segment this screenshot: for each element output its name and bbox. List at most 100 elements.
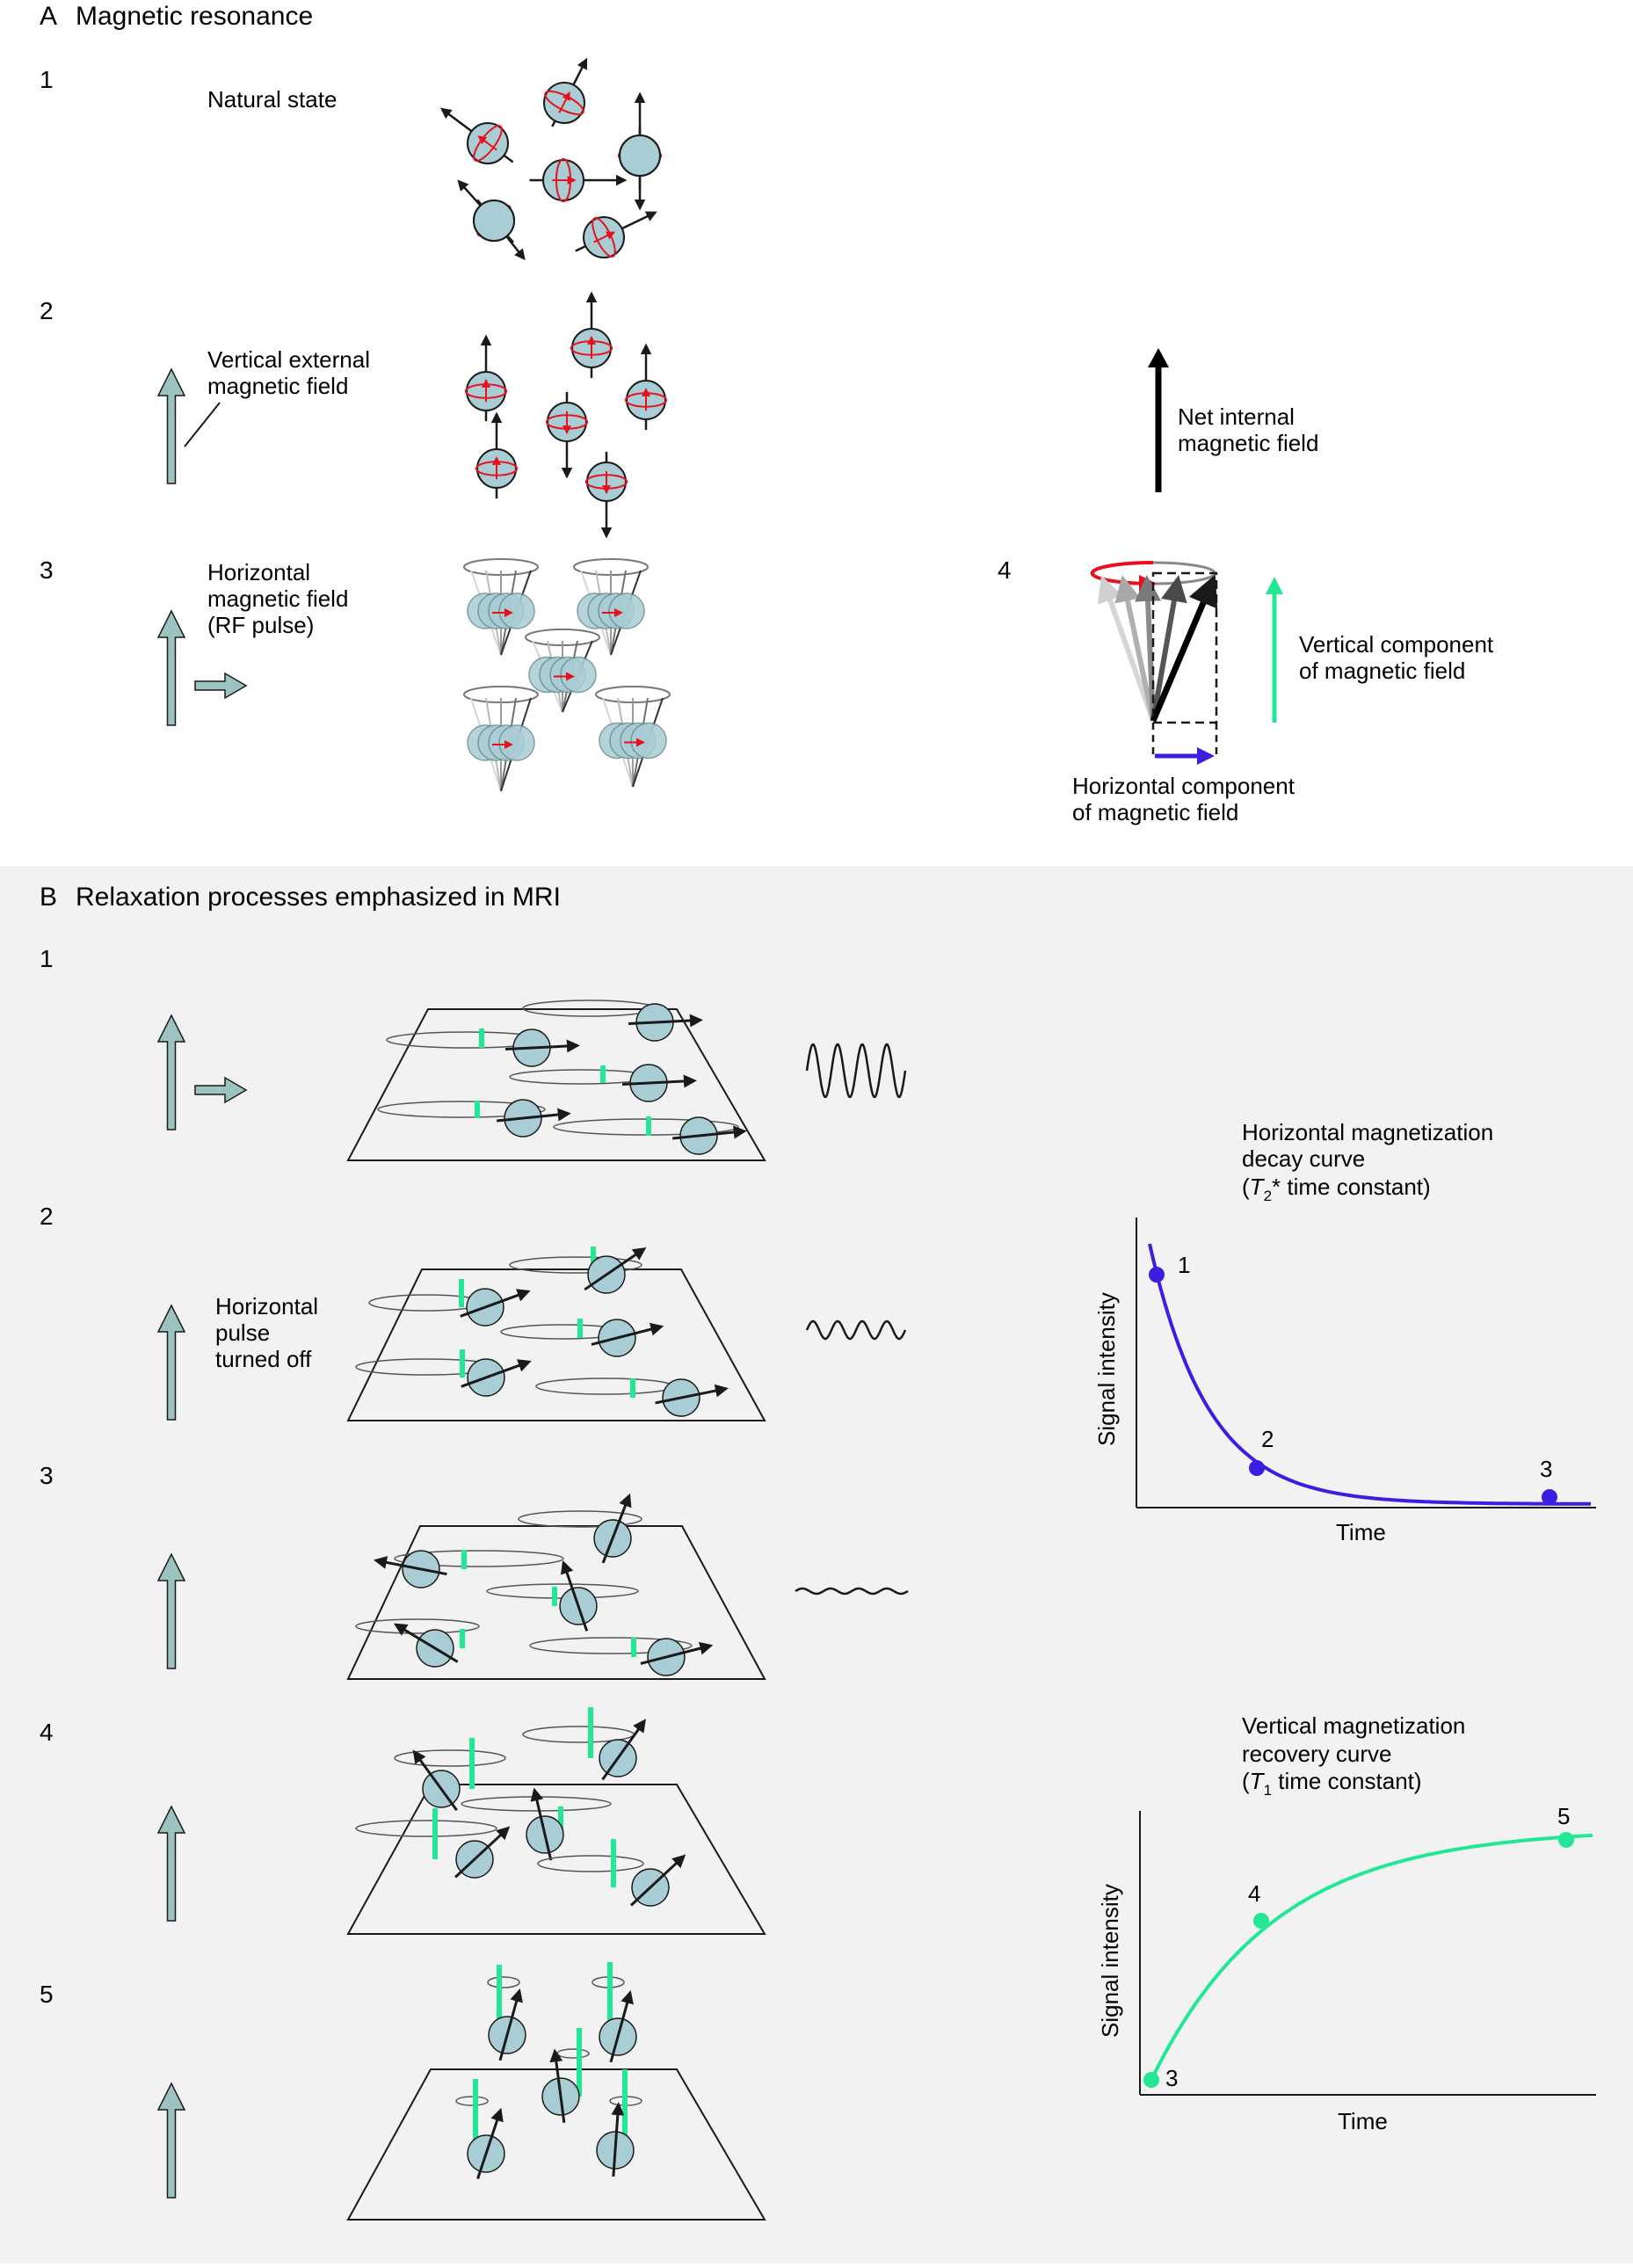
panel-a: A Magnetic resonance 1 Natural state 2 V… [40, 2, 1494, 825]
recovery-point-4 [1253, 1913, 1269, 1929]
vertical-component-label-line1: Vertical component [1299, 631, 1494, 658]
spin-axis-arrow [442, 109, 472, 131]
panel-b-background [0, 866, 1633, 2264]
b-step2-caption-line2: pulse [215, 1319, 270, 1346]
b-step1-number: 1 [40, 945, 54, 972]
spin [626, 345, 666, 430]
net-field-label-line1: Net internal [1178, 403, 1295, 430]
recovery-point-3-label: 3 [1165, 2065, 1178, 2091]
vertical-component-bar [475, 1101, 480, 1118]
field-arrow-shape [158, 369, 185, 483]
vertical-component-bar [631, 1638, 636, 1657]
spin-circle [474, 200, 514, 241]
recovery-point-3 [1143, 2072, 1159, 2088]
spin [586, 452, 627, 536]
precessing-spin-cone [526, 629, 599, 712]
recovery-point-4-label: 4 [1248, 1880, 1260, 1907]
panel-a-title: Magnetic resonance [76, 2, 313, 31]
spin [476, 414, 517, 498]
cone-spin-ghost [499, 725, 534, 760]
a-step4-number: 4 [998, 556, 1012, 584]
recovery-chart-xlabel: Time [1338, 2108, 1388, 2134]
vertical-component-bar [646, 1116, 651, 1136]
b-step2-caption-line3: turned off [215, 1346, 312, 1372]
vertical-component-bar [552, 1587, 557, 1606]
a-step3-caption-line2: magnetic field [207, 585, 348, 612]
a-step3-caption-line1: Horizontal [207, 559, 310, 585]
net-field-label-line2: magnetic field [1178, 430, 1318, 456]
a-step2-caption-line1: Vertical external [207, 346, 370, 373]
panel-b-letter: B [40, 883, 57, 912]
rf-pulse-arrow [195, 673, 246, 698]
decay-point-3-label: 3 [1540, 1456, 1552, 1482]
a-step3-caption-line3: (RF pulse) [207, 612, 314, 638]
vertical-component-bar [459, 1279, 464, 1307]
a-step2-caption-line2: magnetic field [207, 373, 348, 399]
spin-circle [620, 135, 660, 176]
vertical-component-bar [469, 1738, 475, 1789]
recovery-chart-title-line1: Vertical magnetization [1242, 1712, 1465, 1739]
net-field-arrow-head [1148, 348, 1169, 367]
panel-b-title: Relaxation processes emphasized in MRI [76, 883, 561, 912]
precessing-spin-cone [464, 559, 538, 655]
spin [542, 60, 586, 127]
decay-point-2-label: 2 [1261, 1426, 1274, 1452]
precession-cone-diagram [1092, 563, 1274, 758]
spin-axis-arrow [573, 60, 586, 85]
vertical-component-bar [611, 1839, 616, 1887]
a-step1-caption: Natural state [207, 86, 337, 113]
spin-tail [552, 120, 555, 126]
vertical-component-bar [460, 1629, 465, 1648]
spin [571, 294, 612, 378]
decay-point-1 [1149, 1267, 1165, 1283]
panel-a-letter: A [40, 2, 57, 31]
vertical-component-bar [460, 1349, 465, 1378]
b-step2-number: 2 [40, 1203, 54, 1230]
field-arrow-shape [158, 611, 185, 725]
decay-chart-xlabel: Time [1336, 1519, 1386, 1545]
vertical-component-bar [432, 1808, 438, 1859]
a-step3-external-field-arrow [158, 611, 185, 725]
recovery-chart-title-line2: recovery curve [1242, 1741, 1392, 1767]
vertical-component-bar [577, 2028, 582, 2097]
vertical-component-label-line2: of magnetic field [1299, 658, 1465, 684]
cone-spin-ghost [561, 658, 596, 693]
vertical-component-bar [600, 1065, 606, 1083]
decay-point-2 [1249, 1460, 1265, 1476]
decay-chart-ylabel: Signal intensity [1093, 1292, 1120, 1446]
spin [620, 127, 660, 208]
b-step2-caption-line1: Horizontal [215, 1293, 318, 1319]
a-step2-leader-line [185, 403, 220, 447]
spin [442, 109, 513, 164]
precessing-spin-cone [596, 687, 670, 787]
spin [547, 392, 587, 476]
horizontal-component-label-line2: of magnetic field [1072, 799, 1238, 825]
precession-red-arc [1092, 563, 1153, 576]
vector-black [1153, 580, 1213, 721]
spin [466, 337, 506, 421]
precessing-spins-group [464, 559, 670, 791]
random-spins-group [442, 60, 661, 259]
spin [530, 159, 626, 201]
a-step3-number: 3 [40, 556, 54, 584]
recovery-chart-ylabel: Signal intensity [1097, 1884, 1123, 2038]
a-step2-number: 2 [40, 297, 54, 324]
spin-tail [576, 246, 585, 251]
cone-spin-ghost [609, 593, 644, 629]
precessing-spin-cone [574, 559, 648, 655]
b-step3-number: 3 [40, 1462, 54, 1489]
b-step4-number: 4 [40, 1719, 54, 1746]
vertical-component-bar [630, 1378, 635, 1398]
spin-tail [504, 156, 512, 163]
vertical-component-bar [461, 1550, 467, 1569]
aligned-spins-group [466, 294, 666, 536]
a-step1-number: 1 [40, 66, 54, 93]
recovery-point-5-label: 5 [1557, 1803, 1570, 1829]
decay-chart-title-line1: Horizontal magnetization [1242, 1119, 1493, 1145]
horizontal-component-label-line1: Horizontal component [1072, 773, 1296, 799]
decay-point-1-label: 1 [1178, 1252, 1190, 1278]
decay-point-3 [1542, 1489, 1557, 1505]
spin [576, 213, 656, 260]
